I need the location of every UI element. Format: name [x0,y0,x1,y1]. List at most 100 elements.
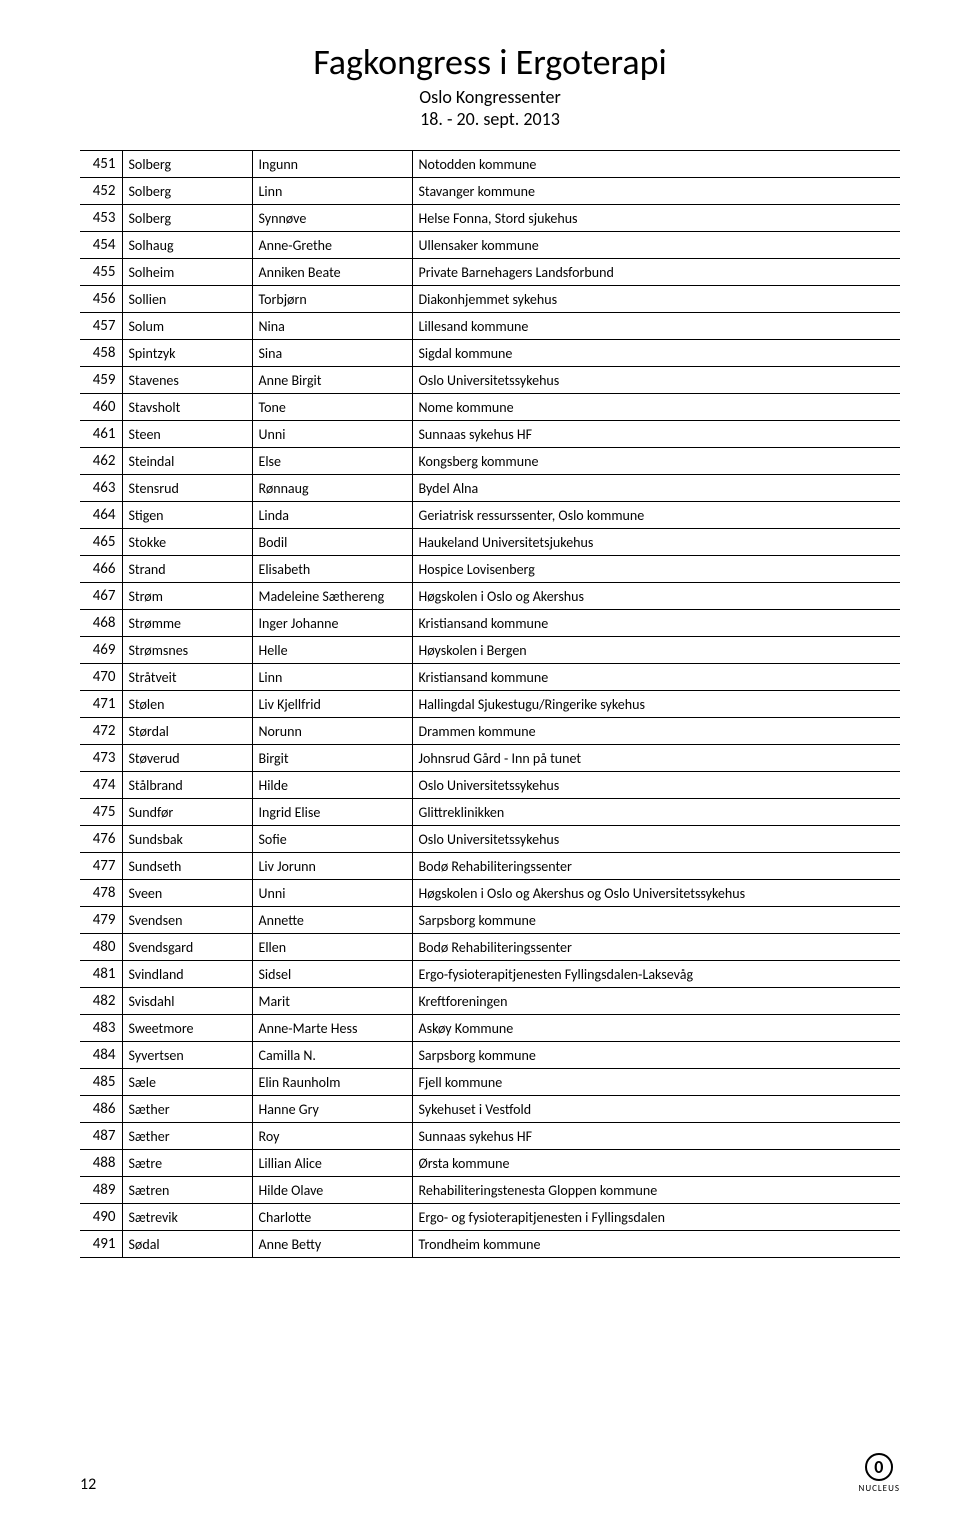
table-row: 465StokkeBodilHaukeland Universitetsjuke… [80,529,900,556]
row-number: 474 [80,772,122,799]
table-row: 483SweetmoreAnne-Marte HessAskøy Kommune [80,1015,900,1042]
first-name: Synnøve [252,205,412,232]
page-date: 18. - 20. sept. 2013 [80,108,900,130]
organization: Rehabiliteringstenesta Gloppen kommune [412,1177,900,1204]
row-number: 485 [80,1069,122,1096]
organization: Høyskolen i Bergen [412,637,900,664]
row-number: 452 [80,178,122,205]
last-name: Syvertsen [122,1042,252,1069]
organization: Kreftforeningen [412,988,900,1015]
last-name: Steindal [122,448,252,475]
row-number: 488 [80,1150,122,1177]
last-name: Svendsgard [122,934,252,961]
table-row: 481SvindlandSidselErgo-fysioterapitjenes… [80,961,900,988]
last-name: Svisdahl [122,988,252,1015]
page-number: 12 [80,1475,96,1494]
table-row: 476SundsbakSofieOslo Universitetssykehus [80,826,900,853]
organization: Askøy Kommune [412,1015,900,1042]
last-name: Solhaug [122,232,252,259]
table-row: 487SætherRoySunnaas sykehus HF [80,1123,900,1150]
row-number: 472 [80,718,122,745]
last-name: Sætrevik [122,1204,252,1231]
table-row: 485SæleElin RaunholmFjell kommune [80,1069,900,1096]
first-name: Linn [252,664,412,691]
table-row: 464StigenLindaGeriatrisk ressurssenter, … [80,502,900,529]
first-name: Linda [252,502,412,529]
organization: Haukeland Universitetsjukehus [412,529,900,556]
row-number: 451 [80,151,122,178]
table-row: 468StrømmeInger JohanneKristiansand komm… [80,610,900,637]
row-number: 456 [80,286,122,313]
table-row: 477SundsethLiv JorunnBodø Rehabilitering… [80,853,900,880]
organization: Nome kommune [412,394,900,421]
page-subtitle: Oslo Kongressenter [80,86,900,108]
last-name: Solberg [122,178,252,205]
organization: Kongsberg kommune [412,448,900,475]
table-row: 479SvendsenAnnetteSarpsborg kommune [80,907,900,934]
first-name: Ingunn [252,151,412,178]
organization: Kristiansand kommune [412,664,900,691]
page-footer: 12 0 NUCLEUS [80,1453,900,1494]
first-name: Linn [252,178,412,205]
last-name: Stavenes [122,367,252,394]
last-name: Stokke [122,529,252,556]
last-name: Svendsen [122,907,252,934]
table-row: 466StrandElisabethHospice Lovisenberg [80,556,900,583]
row-number: 487 [80,1123,122,1150]
table-row: 478SveenUnniHøgskolen i Oslo og Akershus… [80,880,900,907]
table-row: 471StølenLiv KjellfridHallingdal Sjukest… [80,691,900,718]
row-number: 463 [80,475,122,502]
last-name: Sæther [122,1096,252,1123]
first-name: Hilde [252,772,412,799]
organization: Ergo- og fysioterapitjenesten i Fyllings… [412,1204,900,1231]
last-name: Stålbrand [122,772,252,799]
first-name: Camilla N. [252,1042,412,1069]
row-number: 465 [80,529,122,556]
first-name: Anne Birgit [252,367,412,394]
first-name: Tone [252,394,412,421]
last-name: Steen [122,421,252,448]
last-name: Sætre [122,1150,252,1177]
row-number: 477 [80,853,122,880]
table-row: 460StavsholtToneNome kommune [80,394,900,421]
row-number: 469 [80,637,122,664]
last-name: Strøm [122,583,252,610]
first-name: Anniken Beate [252,259,412,286]
first-name: Ingrid Elise [252,799,412,826]
last-name: Stavsholt [122,394,252,421]
organization: Oslo Universitetssykehus [412,826,900,853]
logo-text: NUCLEUS [859,1483,900,1494]
table-row: 451SolbergIngunnNotodden kommune [80,151,900,178]
first-name: Hilde Olave [252,1177,412,1204]
table-row: 484SyvertsenCamilla N.Sarpsborg kommune [80,1042,900,1069]
first-name: Inger Johanne [252,610,412,637]
last-name: Sundseth [122,853,252,880]
organization: Johnsrud Gård - Inn på tunet [412,745,900,772]
row-number: 479 [80,907,122,934]
row-number: 484 [80,1042,122,1069]
first-name: Annette [252,907,412,934]
first-name: Roy [252,1123,412,1150]
row-number: 481 [80,961,122,988]
organization: Glittreklinikken [412,799,900,826]
organization: Geriatrisk ressurssenter, Oslo kommune [412,502,900,529]
first-name: Sina [252,340,412,367]
last-name: Sæle [122,1069,252,1096]
table-row: 469StrømsnesHelleHøyskolen i Bergen [80,637,900,664]
first-name: Birgit [252,745,412,772]
first-name: Lillian Alice [252,1150,412,1177]
organization: Ergo-fysioterapitjenesten Fyllingsdalen-… [412,961,900,988]
organization: Sarpsborg kommune [412,1042,900,1069]
table-row: 486SætherHanne GrySykehuset i Vestfold [80,1096,900,1123]
row-number: 453 [80,205,122,232]
row-number: 470 [80,664,122,691]
organization: Lillesand kommune [412,313,900,340]
organization: Diakonhjemmet sykehus [412,286,900,313]
first-name: Anne-Grethe [252,232,412,259]
first-name: Norunn [252,718,412,745]
table-row: 474StålbrandHildeOslo Universitetssykehu… [80,772,900,799]
organization: Sykehuset i Vestfold [412,1096,900,1123]
table-row: 472StørdalNorunnDrammen kommune [80,718,900,745]
last-name: Sollien [122,286,252,313]
last-name: Sætren [122,1177,252,1204]
